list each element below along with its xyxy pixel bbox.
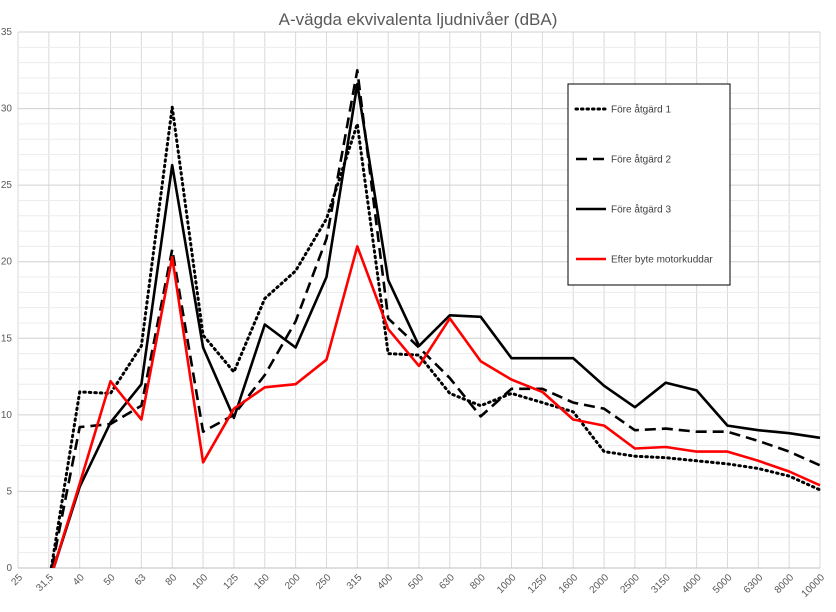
legend-label-4: Efter byte motorkuddar — [611, 255, 713, 266]
legend-label-2: Före åtgärd 2 — [611, 154, 671, 166]
y-tick-label: 5 — [6, 486, 12, 497]
y-axis-tick-labels: 0 5 10 15 20 25 30 35 — [1, 27, 13, 574]
legend: Före åtgärd 1 Före åtgärd 2 Före åtgärd 3 E… — [567, 83, 731, 286]
y-tick-label: 25 — [1, 180, 13, 191]
series-line-3 — [52, 82, 821, 568]
series-lines — [49, 69, 822, 568]
series-line-2 — [50, 69, 821, 568]
y-tick-label: 30 — [1, 104, 13, 115]
series-line-1 — [49, 105, 822, 568]
legend-box — [567, 83, 731, 286]
y-tick-label: 15 — [1, 333, 13, 344]
y-tick-label: 10 — [1, 410, 13, 421]
chart-title: A-vägda ekvivalenta ljudnivåer (dBA) — [279, 10, 558, 29]
legend-label-3: Före åtgärd 3 — [611, 204, 671, 216]
y-tick-label: 35 — [1, 27, 13, 38]
legend-label-1: Före åtgärd 1 — [611, 104, 671, 116]
y-tick-label: 0 — [6, 563, 12, 574]
series-line-4 — [52, 245, 821, 568]
y-tick-label: 20 — [1, 257, 13, 268]
